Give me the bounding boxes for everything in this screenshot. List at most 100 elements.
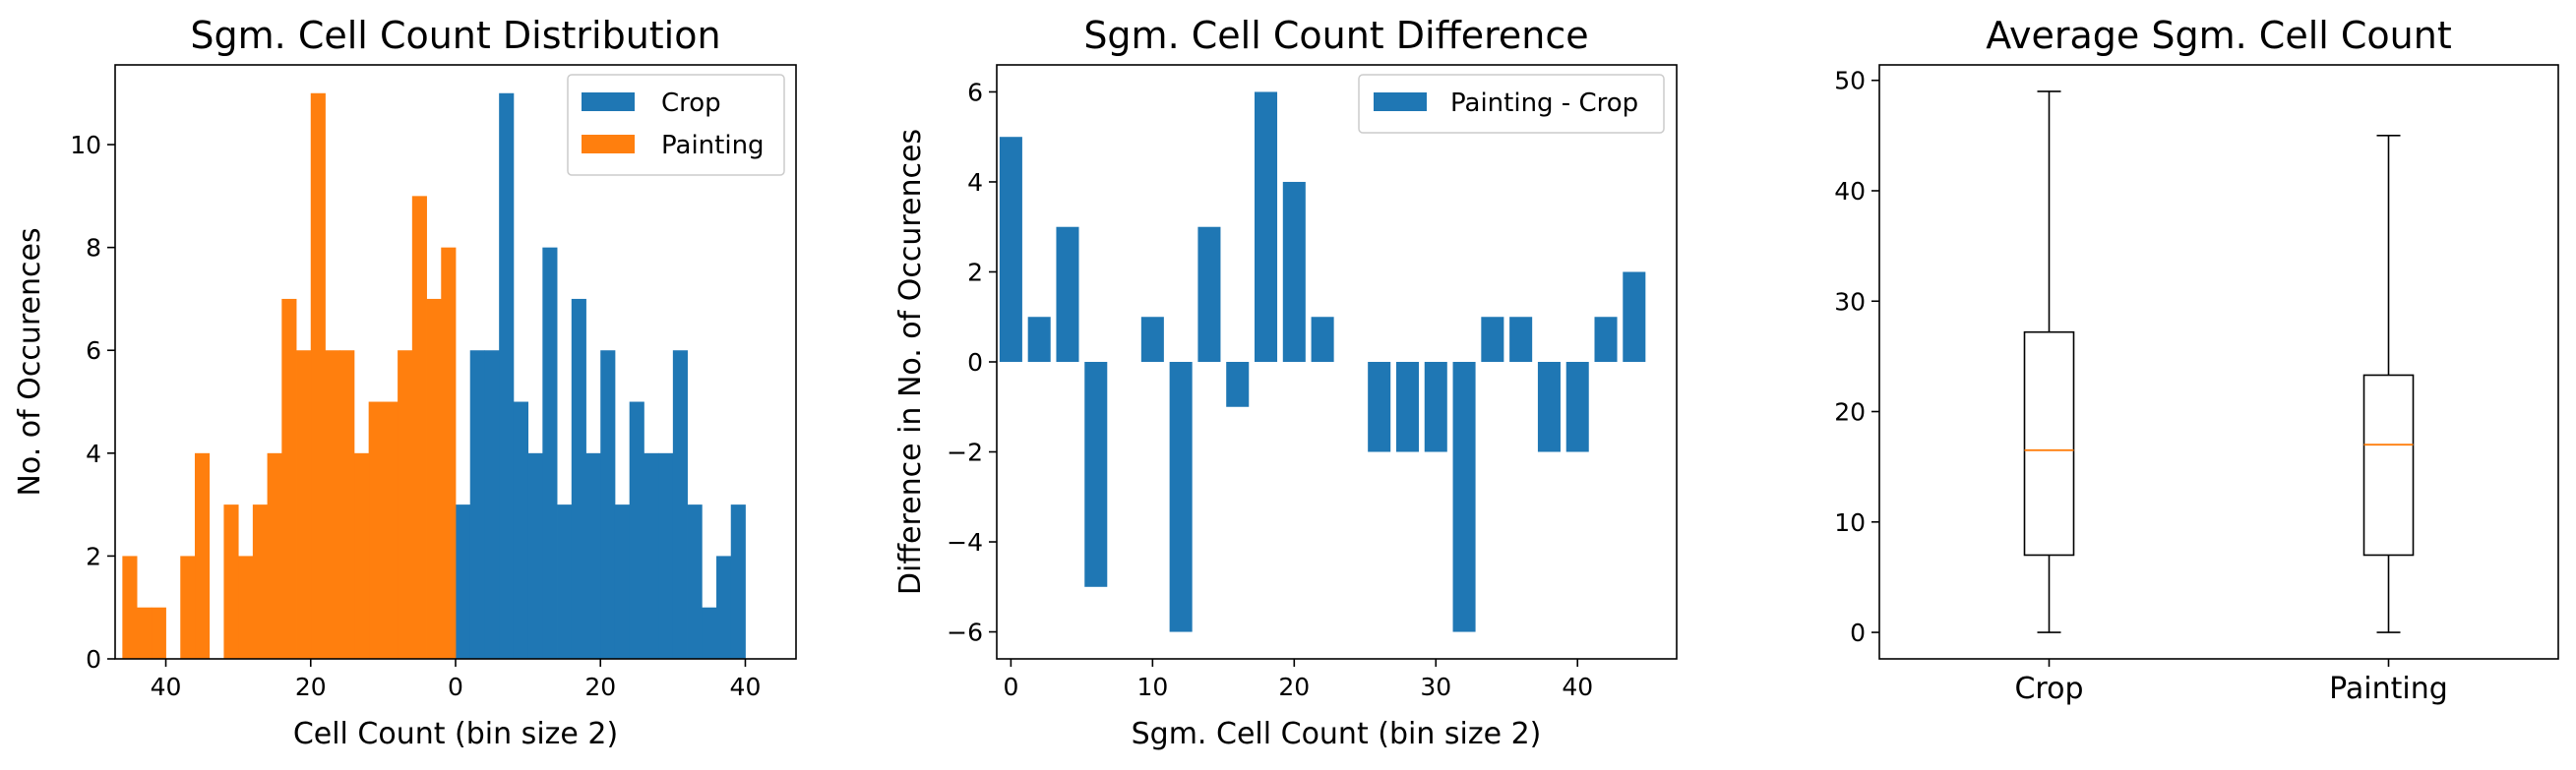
average-y-ticks: 0 10 20 30 40 50 [1834, 67, 1879, 647]
histogram-bar-painting [368, 401, 384, 659]
difference-x-tick-label: 30 [1420, 673, 1451, 701]
distribution-y-tick-label: 4 [86, 440, 101, 468]
legend-label-painting: Painting [661, 131, 765, 160]
histogram-bar-painting [339, 350, 355, 659]
histogram-bar-crop [484, 350, 500, 659]
histogram-bar-crop [469, 350, 485, 659]
difference-x-tick-label: 40 [1562, 673, 1593, 701]
difference-y-tick-label: 0 [967, 348, 983, 377]
histogram-bar-crop [702, 607, 717, 659]
distribution-y-tick-label: 6 [86, 336, 101, 365]
histogram-bar-painting [137, 607, 153, 659]
difference-y-tick-label: 2 [967, 258, 983, 286]
difference-bar [1084, 362, 1108, 587]
difference-bar [1509, 317, 1533, 362]
legend-swatch-crop [582, 92, 635, 111]
histogram-bar-crop [687, 504, 703, 659]
histogram-bar-crop [658, 452, 674, 659]
histogram-bar-crop [644, 452, 659, 659]
difference-x-tick-label: 0 [1003, 673, 1018, 701]
difference-y-tick-label: 6 [967, 78, 983, 106]
distribution-y-tick-label: 0 [86, 645, 101, 674]
difference-bar [1395, 362, 1419, 452]
distribution-x-ticks: 40 20 0 20 40 [151, 659, 762, 701]
average-y-tick-label: 0 [1850, 619, 1866, 647]
difference-y-tick-label: −4 [947, 528, 983, 557]
distribution-x-tick-label: 0 [448, 673, 463, 701]
difference-legend: Painting - Crop [1358, 74, 1665, 134]
histogram-bar-painting [325, 350, 340, 659]
difference-y-ticks: −6 −4 −2 0 2 4 6 [947, 78, 997, 647]
difference-bar [1056, 226, 1079, 362]
histogram-bar-painting [296, 350, 312, 659]
difference-x-tick-label: 20 [1278, 673, 1310, 701]
difference-title: Sgm. Cell Count Difference [1083, 14, 1588, 57]
difference-bar [1226, 362, 1250, 407]
distribution-x-tick-label: 20 [584, 673, 616, 701]
legend-label-difference: Painting - Crop [1450, 89, 1638, 118]
difference-y-tick-label: −6 [947, 619, 983, 647]
difference-bar [1311, 317, 1334, 362]
average-title: Average Sgm. Cell Count [1986, 14, 2452, 57]
histogram-bar-painting [238, 556, 254, 659]
difference-y-tick-label: −2 [947, 439, 983, 467]
difference-bar [1537, 362, 1561, 452]
average-y-tick-label: 40 [1834, 177, 1866, 206]
histogram-bar-crop [456, 504, 471, 659]
histogram-bar-painting [194, 452, 211, 659]
distribution-x-tick-label: 40 [151, 673, 182, 701]
histogram-bar-crop [614, 504, 631, 659]
histogram-bar-painting [267, 452, 282, 659]
difference-bar [1197, 226, 1221, 362]
histogram-bar-crop [600, 350, 616, 659]
histogram-bar-painting [398, 350, 413, 659]
distribution-chart: 40 20 0 20 40 0 2 4 6 8 10 Sgm. Cell Count Distri… [13, 14, 797, 751]
average-y-tick-label: 50 [1834, 67, 1866, 95]
histogram-bar-painting [426, 298, 442, 659]
histogram-bar-crop [527, 452, 543, 659]
histogram-bar-painting [122, 556, 138, 659]
difference-bar [1452, 362, 1476, 632]
histogram-bar-painting [223, 504, 239, 659]
difference-bar [1424, 362, 1447, 452]
histogram-bar-painting [441, 247, 457, 659]
average-y-tick-label: 30 [1834, 287, 1866, 316]
difference-bar [1368, 362, 1391, 452]
difference-bar [1255, 91, 1278, 363]
distribution-x-tick-label: 20 [295, 673, 327, 701]
distribution-x-tick-label: 40 [730, 673, 762, 701]
legend-label-crop: Crop [661, 89, 721, 118]
box-iqr-crop [2023, 330, 2075, 557]
average-boxplot-chart: Crop Painting 0 10 20 30 40 50 Average Sgm. Ce… [1834, 14, 2559, 706]
difference-bar [1282, 181, 1306, 362]
histogram-bar-painting [383, 401, 399, 659]
histogram-bar-crop [716, 556, 732, 659]
difference-legend-box [1358, 74, 1665, 134]
distribution-bars [122, 92, 746, 659]
boxplot-boxes [2023, 90, 2415, 633]
difference-y-tick-label: 4 [967, 168, 983, 197]
distribution-y-label: No. of Occurences [13, 227, 47, 496]
average-x-ticks: Crop Painting [2014, 659, 2448, 706]
legend-swatch-painting [582, 135, 635, 153]
average-x-tick-label: Painting [2329, 672, 2448, 706]
distribution-y-tick-label: 10 [70, 131, 101, 159]
distribution-x-label: Cell Count (bin size 2) [293, 717, 618, 751]
histogram-bar-crop [499, 92, 515, 659]
difference-chart: 0 10 20 30 40 −6 −4 −2 0 2 4 6 Sgm. Cell Count Dif… [893, 14, 1678, 751]
difference-x-ticks: 0 10 20 30 40 [1003, 659, 1593, 701]
difference-bar [1169, 362, 1193, 632]
histogram-bar-crop [542, 247, 558, 659]
distribution-y-tick-label: 8 [86, 234, 101, 263]
histogram-bar-crop [730, 504, 746, 659]
difference-bar [1481, 317, 1504, 362]
difference-y-label: Difference in No. of Occurences [893, 129, 928, 595]
average-plot-frame [1878, 64, 2559, 660]
box-iqr-painting [2362, 374, 2415, 557]
histogram-bar-crop [629, 401, 644, 659]
histogram-bar-painting [180, 556, 196, 659]
difference-bar [999, 137, 1022, 362]
distribution-title: Sgm. Cell Count Distribution [190, 14, 720, 57]
average-y-tick-label: 10 [1834, 508, 1866, 537]
